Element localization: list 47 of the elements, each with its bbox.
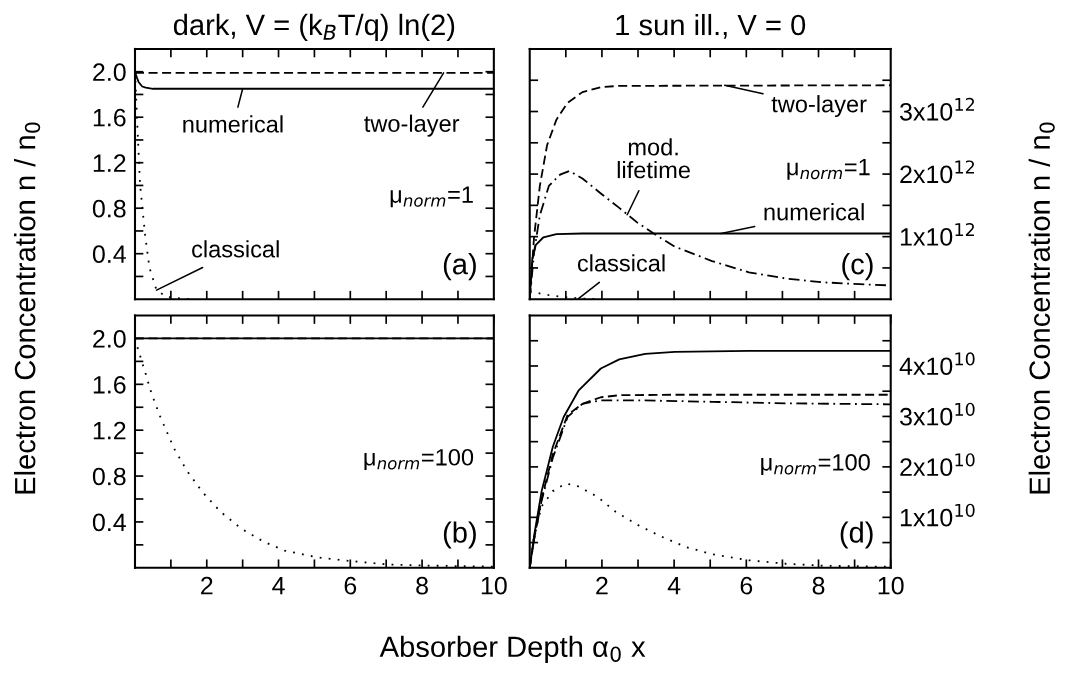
y-tick-label: 3x10$^{12}$ xyxy=(900,97,975,121)
y-tick-label: 0.4 xyxy=(92,513,126,532)
annotation: mod. lifetime xyxy=(617,138,690,179)
annotation: (c) xyxy=(842,253,873,281)
x-tick-label: 4 xyxy=(272,577,285,595)
annotation: (a) xyxy=(443,253,476,281)
y-tick-label: 1.6 xyxy=(93,375,126,394)
annotation: two-layer xyxy=(771,95,867,118)
y-tick-label: 0.4 xyxy=(92,245,126,264)
chart-title: dark, V = (k$_{B}$T/q) ln(2) xyxy=(173,13,455,41)
y-axis-title: Electron Concentration n / n$_{0}$ xyxy=(14,122,41,494)
x-tick-label: 8 xyxy=(812,576,825,595)
x-tick-label: 2 xyxy=(201,576,213,595)
annotation: μ$_{norm}$=100 xyxy=(364,448,474,470)
annotation: two-layer xyxy=(364,114,460,137)
y-axis-title: Electron Concentration n / n$_{0}$ xyxy=(1028,122,1055,494)
x-axis-title: Absorber Depth α$_{0}$ x xyxy=(379,635,646,663)
chart-title: 1 sun ill., V = 0 xyxy=(616,13,806,39)
x-tick-label: 4 xyxy=(667,577,681,595)
y-tick-label: 2x10$^{12}$ xyxy=(900,160,975,184)
y-tick-label: 2.0 xyxy=(93,63,126,82)
y-tick-label: 2.0 xyxy=(93,330,126,348)
x-tick-label: 6 xyxy=(740,576,753,595)
y-tick-label: 0.8 xyxy=(92,467,126,486)
x-tick-label: 10 xyxy=(878,576,904,595)
y-tick-label: 1.6 xyxy=(93,108,126,127)
annotation: classical xyxy=(192,240,279,258)
annotation: numerical xyxy=(183,115,283,133)
y-tick-label: 1x10$^{10}$ xyxy=(900,503,975,527)
x-tick-label: 6 xyxy=(344,576,357,595)
y-tick-label: 2x10$^{10}$ xyxy=(900,453,975,476)
annotation: classical xyxy=(577,254,665,272)
y-tick-label: 1.2 xyxy=(93,421,126,440)
annotation: μ$_{norm}$=100 xyxy=(761,453,870,475)
x-tick-label: 2 xyxy=(596,576,608,595)
annotation: μ$_{norm}$=1 xyxy=(787,158,870,180)
y-tick-label: 4x10$^{10}$ xyxy=(899,352,975,376)
annotation: (b) xyxy=(443,521,476,549)
y-tick-label: 0.8 xyxy=(92,199,126,218)
x-tick-label: 10 xyxy=(481,576,507,595)
x-tick-label: 8 xyxy=(416,576,428,595)
annotation: μ$_{norm}$=1 xyxy=(390,186,473,208)
annotation: numerical xyxy=(764,203,864,221)
annotation: (d) xyxy=(840,521,873,549)
y-tick-label: 1.2 xyxy=(93,154,126,172)
y-tick-label: 3x10$^{10}$ xyxy=(900,402,975,426)
y-tick-label: 1x10$^{12}$ xyxy=(900,222,975,246)
